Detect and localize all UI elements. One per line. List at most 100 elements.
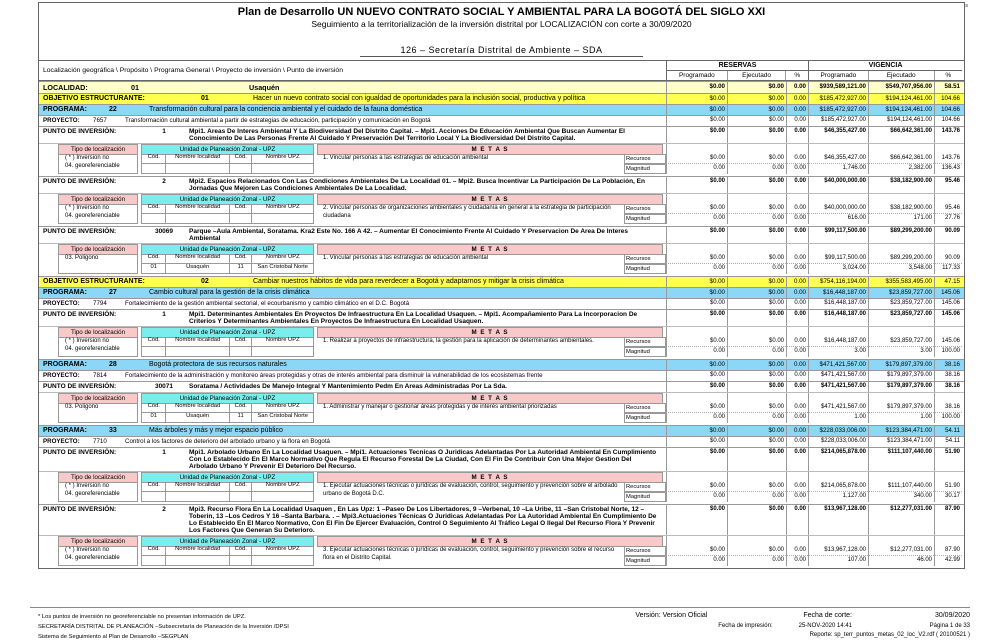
meta-text: 1. Vincular personas a las estrategias d…	[323, 255, 488, 262]
value-cell: $194,124,461.00	[868, 105, 934, 116]
table-row-punto: PUNTO DE INVERSIÓN: 2 Mpi3. Recurso Flora …	[39, 504, 964, 536]
value-cell: $89,299,200.00	[868, 227, 934, 244]
value-cell: 145.06	[934, 288, 962, 299]
upz-subcol: Cód.	[228, 254, 252, 265]
magnitud-value: 340.00	[868, 492, 934, 503]
magnitud-value: 0.00	[727, 347, 786, 358]
table-row-punto: PUNTO DE INVERSIÓN: 1 Mpi1. Areas De Inter…	[39, 126, 964, 144]
row-code: 7814	[93, 372, 107, 380]
recursos-value: $471,421,567.00	[808, 403, 868, 414]
row-label: PUNTO DE INVERSIÓN:	[43, 311, 117, 319]
tipo-localizacion-value: ( * ) Inversion no 04. georeferenciable	[58, 337, 138, 358]
upz-header: Unidad de Planeación Zonal - UPZ	[141, 244, 314, 256]
row-label: PROYECTO:	[43, 300, 80, 308]
value-cell: 0.00	[786, 371, 808, 382]
recursos-value: 0.00	[786, 154, 808, 165]
value-cell: 38.16	[934, 360, 962, 371]
row-desc: LOCALIDAD: 01 Usaquén	[39, 82, 666, 93]
value-cell: 54.11	[934, 426, 962, 437]
magnitud-label: Magnitud	[624, 347, 666, 358]
table-row-punto: PUNTO DE INVERSIÓN: 30069 Parque –Aula Amb…	[39, 226, 964, 244]
tipo-localizacion-value: ( * ) Inversion no 04. georeferenciable	[58, 546, 138, 567]
tipo-localizacion-header: Tipo de localización	[58, 144, 138, 156]
empty-cell	[868, 144, 934, 155]
value-cell: $194,124,461.00	[868, 116, 934, 127]
upz-value: 01	[150, 413, 157, 420]
upz-values	[141, 492, 314, 503]
tipo-localizacion-value: ( * ) Inversion no 04. georeferenciable	[58, 482, 138, 503]
value-cell: $0.00	[727, 227, 786, 244]
empty-cell	[727, 472, 786, 483]
tipo-line: ( * ) Inversion no	[65, 483, 110, 490]
row-code: 30071	[154, 383, 174, 391]
value-cell: $16,448,187.00	[808, 288, 868, 299]
upz-subheader: Cód. Nombre localidad Cód. Nombre UPZ	[141, 154, 314, 165]
empty-cell	[808, 144, 868, 155]
table-row-punto: PUNTO DE INVERSIÓN: 30071 Soratama / Activ…	[39, 381, 964, 393]
value-cell: $111,107,440.00	[868, 448, 934, 472]
row-code: 1	[162, 311, 166, 319]
upz-value	[142, 556, 165, 565]
value-cell: $228,033,006.00	[808, 437, 868, 448]
magnitud-value: 0.00	[666, 214, 727, 225]
row-desc: PUNTO DE INVERSIÓN: 1 Mpi1. Areas De Inter…	[39, 127, 666, 143]
recursos-value: $0.00	[666, 546, 727, 557]
upz-subcol: Cód.	[142, 546, 166, 557]
recursos-value: 90.09	[934, 254, 962, 265]
upz-value	[228, 164, 251, 174]
table-row-programa: PROGRAMA: 28 Bogotá protectora de sus recu…	[39, 359, 964, 371]
empty-cell	[868, 194, 934, 205]
magnitud-value: 100.00	[934, 413, 962, 424]
upz-values: 01 Usaquén 11 San Cristobal Norte	[141, 413, 314, 424]
recursos-label: Recursos	[624, 482, 666, 493]
value-cell: $0.00	[666, 177, 727, 194]
value-cell: $0.00	[727, 277, 786, 288]
row-label: PROGRAMA:	[43, 106, 87, 114]
value-cell: $0.00	[666, 288, 727, 299]
col-pct-vigencia: %	[933, 71, 962, 81]
col-programado-reservas: Programado	[678, 72, 715, 80]
row-code: 28	[109, 361, 117, 369]
value-cell: $0.00	[727, 288, 786, 299]
tipo-localizacion-value: ( * ) Inversion no 04. georeferenciable	[58, 154, 138, 175]
magnitud-value: 0.00	[786, 264, 808, 275]
row-desc: PUNTO DE INVERSIÓN: 2 Mpi2. Espacios Relac…	[39, 177, 666, 193]
recursos-value: $0.00	[727, 546, 786, 557]
empty-cell	[786, 536, 808, 547]
value-cell: $228,033,006.00	[808, 426, 868, 437]
meta-text: 1. Ejecutar actuaciones técnicas o juríd…	[323, 483, 618, 497]
value-cell: 0.00	[786, 310, 808, 327]
empty-cell	[786, 327, 808, 338]
upz-subcol: Cód.	[142, 337, 166, 348]
magnitud-value: 0.00	[727, 214, 786, 225]
table-row-objetivo: OBJETIVO ESTRUCTURANTE: 01 Hacer un nuevo …	[39, 93, 964, 105]
row-code: 7794	[93, 300, 107, 308]
row-label: OBJETIVO ESTRUCTURANTE:	[43, 278, 145, 286]
upz-header: Unidad de Planeación Zonal - UPZ	[141, 194, 314, 206]
tipo-localizacion-header: Tipo de localización	[58, 194, 138, 206]
empty-cell	[727, 536, 786, 547]
magnitud-value: 30.17	[934, 492, 962, 503]
empty-cell	[934, 393, 962, 404]
row-code: 27	[109, 289, 117, 297]
recursos-value: $0.00	[666, 204, 727, 215]
row-label: PROGRAMA:	[43, 289, 87, 297]
recursos-value: $214,065,878.00	[808, 482, 868, 493]
value-cell: $13,967,128.00	[808, 505, 868, 536]
recursos-label: Recursos	[624, 154, 666, 165]
recursos-value: $0.00	[727, 154, 786, 165]
magnitud-value: 2,382.00	[868, 164, 934, 175]
row-desc: PUNTO DE INVERSIÓN: 1 Mpi1. Arbolado Urban…	[39, 448, 666, 471]
recursos-value: 145.06	[934, 337, 962, 348]
value-cell: 0.00	[786, 382, 808, 393]
value-cell: $0.00	[666, 116, 727, 127]
recursos-value: 38.16	[934, 403, 962, 414]
version-line: Versión: Version Oficial	[635, 612, 708, 619]
magnitud-value: 3,548.00	[868, 264, 934, 275]
upz-value	[251, 556, 313, 566]
empty-cell	[808, 194, 868, 205]
empty-cell	[934, 244, 962, 255]
row-name: Más árboles y más y mejor espacio públic…	[149, 427, 283, 435]
row-name: Cambiar nuestros hábitos de vida para re…	[253, 278, 564, 286]
